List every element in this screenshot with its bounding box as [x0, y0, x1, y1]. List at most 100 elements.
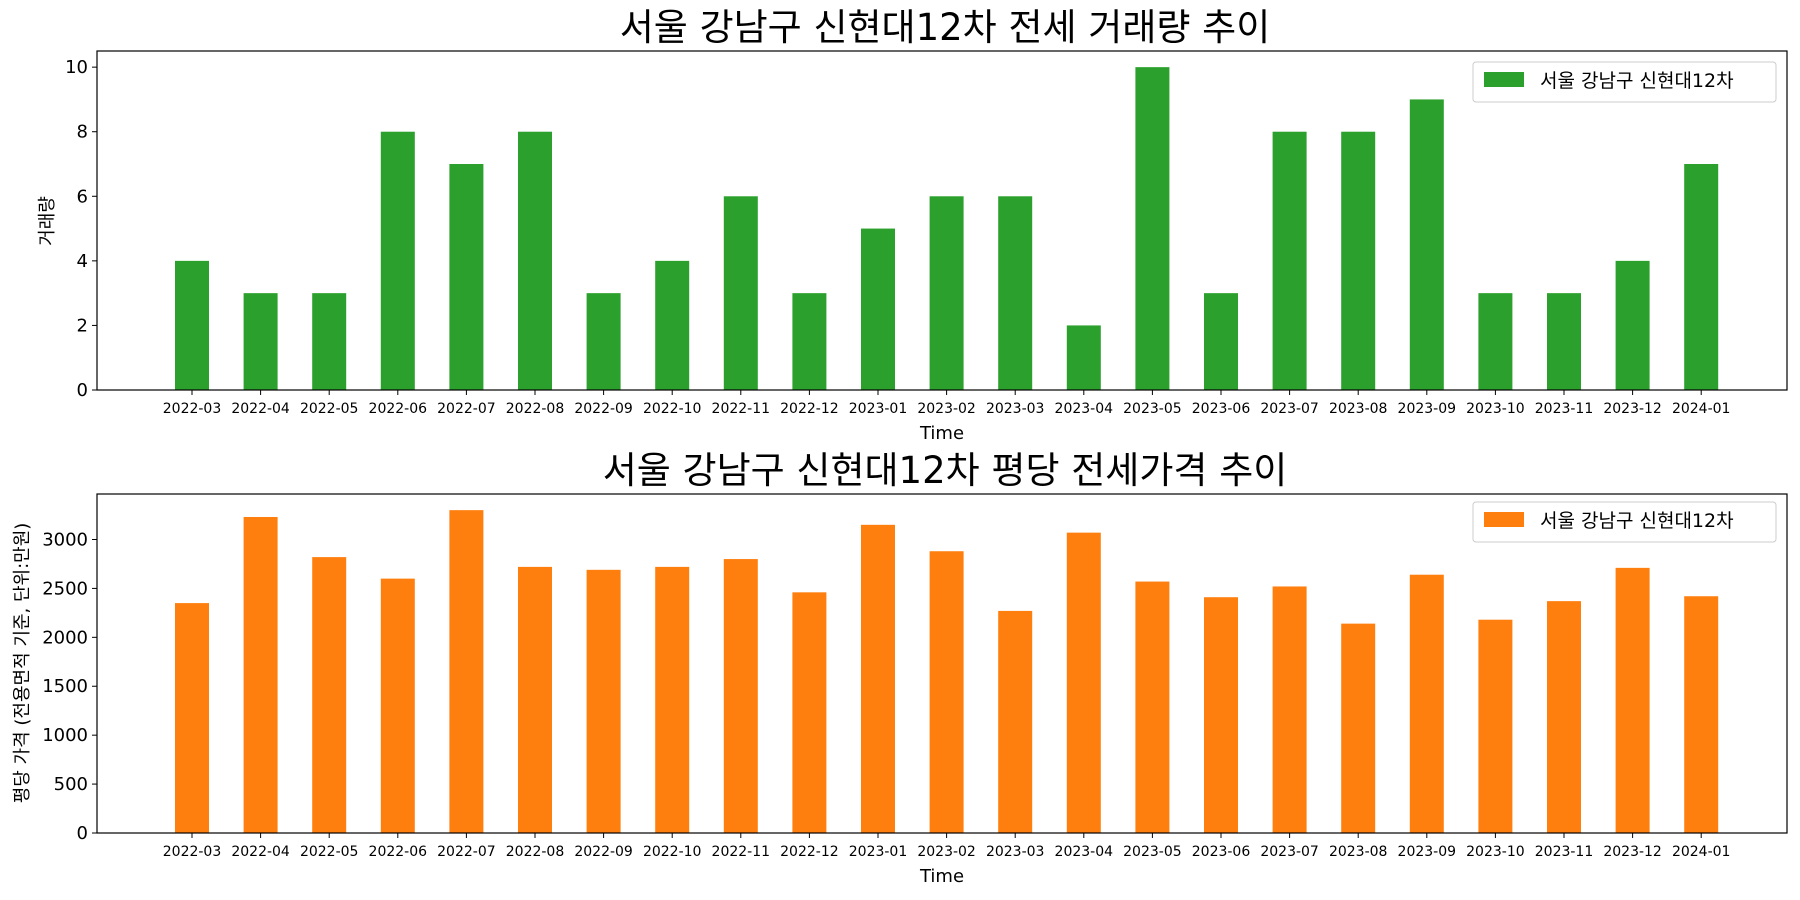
y-axis-label: 평당 가격 (전용면적 기준, 단위:만원): [12, 523, 33, 804]
bar: [1684, 596, 1719, 833]
bar: [1341, 623, 1376, 833]
bar: [1409, 99, 1444, 390]
x-tick-label: 2023-01: [849, 401, 908, 417]
x-tick-label: 2022-12: [780, 401, 839, 417]
plot-frame: [96, 493, 1788, 834]
bar: [175, 260, 209, 390]
y-axis-ticks: 0 500 1000 1500 2000 2500 3000: [42, 529, 97, 844]
x-tick-label: 2022-03: [163, 401, 222, 417]
bar: [1204, 597, 1238, 833]
bar: [586, 293, 621, 390]
bar: [1066, 325, 1101, 390]
bar: [1547, 293, 1581, 390]
x-tick-label: 2023-12: [1603, 844, 1662, 860]
x-tick-label: 2023-09: [1398, 401, 1457, 417]
legend: 서울 강남구 신현대12차: [1472, 61, 1777, 103]
bar: [929, 551, 964, 833]
x-tick-label: 2023-05: [1123, 844, 1182, 860]
y-tick-label: 500: [54, 774, 88, 795]
x-tick-label: 2022-10: [643, 401, 702, 417]
bar: [1615, 260, 1650, 390]
bar: [380, 131, 415, 390]
legend-box: [1472, 61, 1777, 103]
bar: [1341, 131, 1376, 390]
bar: [861, 228, 895, 390]
x-tick-label: 2023-05: [1123, 401, 1182, 417]
y-axis-ticks: 0 2 4 6 8 10: [65, 57, 97, 401]
x-axis-ticks: 2022-03 2022-04 2022-05 2022-06 2022-07 2022-…: [163, 390, 1730, 417]
x-tick-label: 2023-11: [1535, 844, 1594, 860]
x-tick-label: 2023-10: [1466, 401, 1525, 417]
legend-swatch: [1484, 72, 1524, 87]
x-tick-label: 2022-05: [300, 401, 359, 417]
bar: [723, 196, 758, 390]
bar: [723, 559, 758, 833]
bar-group: [175, 510, 1719, 833]
x-tick-label: 2023-03: [986, 401, 1045, 417]
legend-label: 서울 강남구 신현대12차: [1540, 510, 1734, 532]
x-tick-label: 2022-11: [712, 844, 771, 860]
bar: [1272, 586, 1307, 833]
x-tick-label: 2022-12: [780, 844, 839, 860]
x-tick-label: 2022-03: [163, 844, 222, 860]
chart-title: 서울 강남구 신현대12차 평당 전세가격 추이: [603, 449, 1288, 492]
y-tick-label: 3000: [42, 529, 88, 550]
bar: [449, 164, 484, 390]
x-tick-label: 2023-04: [1055, 844, 1114, 860]
x-tick-label: 2022-06: [369, 844, 428, 860]
x-tick-label: 2022-06: [369, 401, 428, 417]
bar: [1135, 67, 1170, 391]
y-tick-label: 4: [77, 251, 88, 272]
x-tick-label: 2022-11: [712, 401, 771, 417]
x-axis-ticks: 2022-03 2022-04 2022-05 2022-06 2022-07 2022-…: [163, 833, 1730, 860]
x-tick-label: 2023-04: [1055, 401, 1114, 417]
y-axis-label: 거래량: [37, 196, 58, 246]
y-tick-label: 8: [77, 122, 88, 143]
bar: [312, 557, 347, 833]
bar: [380, 578, 415, 833]
x-tick-label: 2022-04: [231, 401, 290, 417]
bar: [1272, 131, 1307, 390]
bar: [1478, 293, 1513, 390]
x-tick-label: 2022-10: [643, 844, 702, 860]
x-tick-label: 2023-11: [1535, 401, 1594, 417]
x-tick-label: 2023-07: [1260, 844, 1319, 860]
bar: [243, 293, 278, 390]
y-tick-label: 0: [77, 823, 88, 844]
x-tick-label: 2023-02: [917, 844, 976, 860]
price-chart: 서울 강남구 신현대12차 평당 전세가격 추이 0 500 1000 1500 200…: [12, 449, 1788, 887]
x-tick-label: 2022-08: [506, 844, 565, 860]
bar: [1409, 574, 1444, 833]
bar: [655, 260, 690, 390]
x-tick-label: 2023-07: [1260, 401, 1319, 417]
x-tick-label: 2022-07: [437, 401, 496, 417]
legend: 서울 강남구 신현대12차: [1472, 501, 1777, 543]
y-tick-label: 6: [77, 186, 88, 207]
legend-label: 서울 강남구 신현대12차: [1540, 70, 1734, 92]
bar: [792, 592, 827, 833]
bar: [1204, 293, 1238, 390]
x-tick-label: 2023-09: [1398, 844, 1457, 860]
bar: [929, 196, 964, 390]
x-tick-label: 2023-08: [1329, 401, 1388, 417]
legend-swatch: [1484, 512, 1524, 527]
bar: [792, 293, 827, 390]
x-tick-label: 2023-02: [917, 401, 976, 417]
x-tick-label: 2023-12: [1603, 401, 1662, 417]
bar: [312, 293, 347, 390]
x-tick-label: 2022-04: [231, 844, 290, 860]
bar: [1135, 581, 1170, 833]
y-tick-label: 10: [65, 57, 88, 78]
x-axis-label: Time: [919, 423, 964, 444]
y-tick-label: 0: [77, 380, 88, 401]
bar-group: [175, 67, 1719, 391]
bar: [518, 566, 552, 833]
bar: [1066, 532, 1101, 833]
y-tick-label: 1500: [42, 676, 88, 697]
bar: [243, 516, 278, 833]
x-axis-label: Time: [919, 866, 964, 887]
bar: [1615, 567, 1650, 833]
x-tick-label: 2023-10: [1466, 844, 1525, 860]
